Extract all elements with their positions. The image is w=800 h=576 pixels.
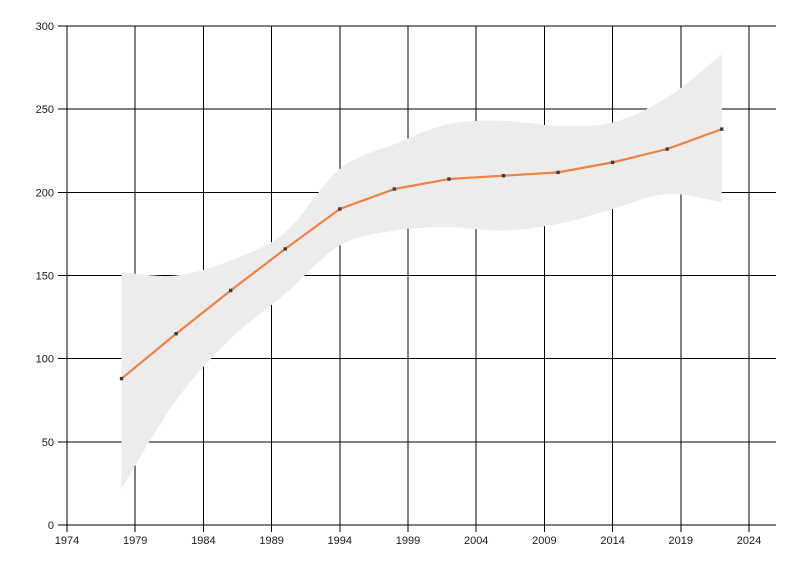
x-tick-label: 2004	[464, 535, 488, 547]
trend-line	[120, 128, 723, 380]
x-tick-label: 1999	[396, 535, 420, 547]
x-tick-label: 1974	[55, 535, 79, 547]
x-tick-label: 1994	[328, 535, 352, 547]
data-point-marker	[556, 170, 560, 175]
x-tick-label: 2024	[737, 535, 761, 547]
y-tick-label: 0	[48, 520, 54, 532]
x-tick-label: 2019	[669, 535, 693, 547]
x-tick-label: 1989	[259, 535, 283, 547]
y-tick-label: 150	[36, 271, 54, 283]
data-point-marker	[283, 247, 287, 251]
x-tick-label: 1979	[123, 535, 147, 547]
y-tick-label: 100	[36, 354, 54, 366]
data-point-marker	[174, 332, 178, 336]
data-point-marker	[447, 177, 451, 181]
data-point-marker	[501, 174, 506, 178]
data-point-marker	[338, 207, 342, 211]
confidence-band	[121, 54, 722, 489]
data-point-marker	[392, 187, 397, 191]
data-point-marker	[665, 147, 669, 151]
x-tick-label: 2014	[600, 535, 624, 547]
x-tick-label: 2009	[532, 535, 556, 547]
y-tick-label: 300	[36, 21, 54, 33]
data-point-marker	[720, 127, 724, 131]
y-tick-label: 200	[36, 187, 54, 199]
y-tick-label: 250	[36, 104, 54, 116]
x-tick-label: 1984	[191, 535, 215, 547]
data-point-marker	[228, 288, 233, 293]
y-tick-label: 50	[42, 437, 54, 449]
data-point-marker	[610, 160, 615, 165]
data-point-marker	[119, 376, 124, 381]
